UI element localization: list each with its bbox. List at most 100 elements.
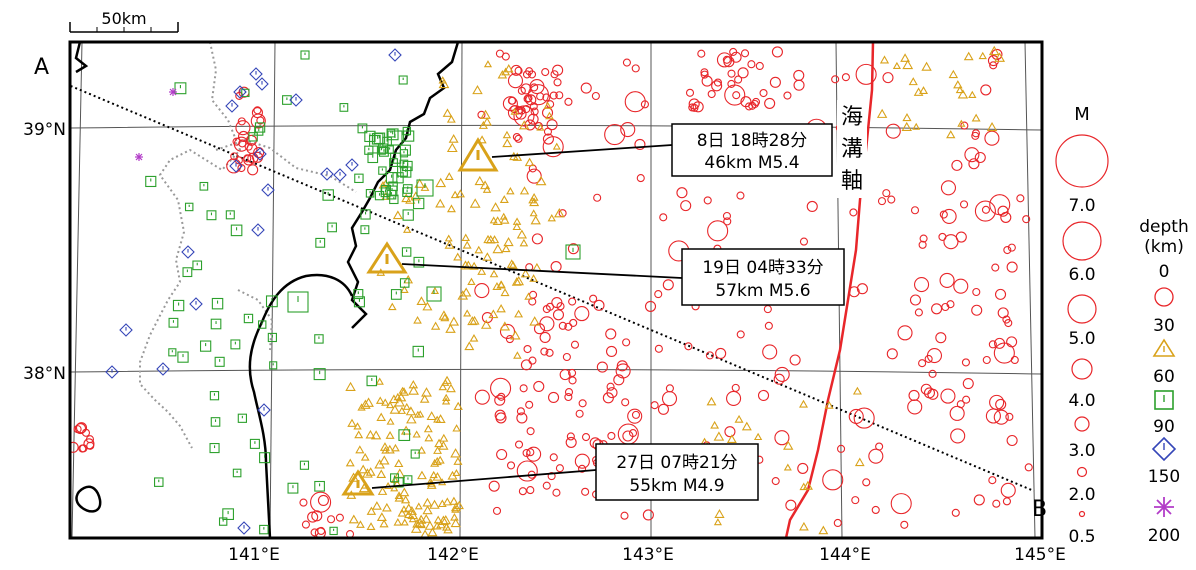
hypocenter-30-60km: [543, 101, 552, 109]
hypocenter-30-60km: [427, 527, 438, 537]
hypocenter-30-60km: [502, 130, 512, 139]
hypocenter-60-90km: [412, 345, 425, 358]
hypocenter-30-60km: [438, 78, 450, 89]
hypocenter-shallow: [640, 100, 649, 109]
hypocenter-shallow: [636, 174, 645, 183]
hypocenter-30-60km: [347, 418, 357, 427]
hypocenter-shallow: [562, 352, 571, 362]
cross-section-line: [70, 84, 1035, 492]
hypocenter-30-60km: [401, 193, 412, 203]
hypocenter-30-60km: [376, 512, 387, 522]
hypocenter-30-60km: [371, 501, 382, 510]
hypocenter-30-60km: [451, 505, 460, 513]
hypocenter-shallow: [513, 105, 535, 127]
hypocenter-shallow: [688, 98, 700, 110]
hypocenter-30-60km: [445, 323, 456, 333]
hypocenter-shallow: [499, 323, 516, 340]
hypocenter-60-90km: [249, 438, 260, 449]
hypocenter-30-60km: [450, 448, 461, 458]
hypocenter-60-90km: [209, 442, 220, 454]
hypocenter-shallow: [631, 64, 640, 73]
hypocenter-shallow: [987, 55, 1000, 67]
depth-label-200: 200: [1148, 526, 1180, 546]
hypocenter-shallow: [1002, 497, 1011, 506]
hypocenter-30-60km: [446, 142, 458, 153]
hypocenter-shallow: [564, 388, 574, 397]
hypocenter-shallow: [525, 94, 537, 106]
hypocenter-60-90km: [403, 475, 413, 485]
hypocenter-shallow: [622, 430, 634, 442]
hypocenter-shallow: [605, 345, 618, 358]
magnitude-label-4: 4.0: [1068, 391, 1095, 411]
hypocenter-shallow: [994, 288, 1007, 300]
hypocenter-shallow: [552, 488, 561, 497]
hypocenter-90-150km: [156, 362, 170, 376]
hypocenter-shallow: [575, 409, 584, 418]
hypocenter-30-60km: [429, 499, 440, 509]
hypocenter-30-60km: [499, 195, 509, 203]
hypocenter-30-60km: [480, 319, 492, 329]
hypocenter-30-60km: [488, 309, 499, 319]
hypocenter-60-90km: [206, 210, 217, 221]
hypocenter-shallow: [657, 403, 670, 415]
hypocenter-30-60km: [442, 108, 453, 117]
hypocenter-30-60km: [901, 121, 913, 132]
hypocenter-shallow: [1010, 355, 1019, 365]
hypocenter-shallow: [604, 124, 626, 146]
hypocenter-60-90km: [353, 289, 364, 300]
hypocenter-shallow: [722, 211, 731, 221]
hypocenter-shallow: [764, 97, 776, 109]
hypocenter-shallow: [488, 480, 500, 492]
depth-legend: depth (km) 0 30 60 90 150 200: [1139, 217, 1188, 546]
main-shock-markers: [341, 137, 499, 496]
hypocenter-30-60km: [506, 186, 515, 195]
hypocenter-30-60km: [529, 197, 540, 207]
hypocenter-30-60km: [394, 491, 404, 500]
hypocenter-shallow: [962, 395, 971, 404]
hypocenter-shallow: [564, 392, 573, 402]
hypocenter-60-90km: [387, 130, 403, 146]
hypocenter-60-90km: [225, 210, 235, 220]
hypocenter-30-60km: [799, 482, 809, 491]
hypocenter-30-60km: [403, 274, 414, 284]
hypocenter-shallow: [914, 308, 923, 317]
hypocenter-shallow: [972, 287, 981, 297]
hypocenter-60-90km: [209, 391, 220, 401]
hypocenter-shallow: [570, 340, 580, 349]
hypocenter-30-60km: [900, 53, 910, 62]
hypocenter-30-60km: [430, 286, 440, 295]
hypocenter-30-60km: [963, 51, 974, 61]
callout-19th: 19日 04時33分 57km M5.6: [681, 248, 845, 306]
hypocenter-30-60km: [435, 455, 445, 464]
hypocenter-30-60km: [436, 519, 446, 529]
hypocenter-30-60km: [783, 440, 794, 450]
hypocenter-shallow: [697, 49, 706, 58]
hypocenter-shallow: [519, 384, 528, 393]
hypocenter-shallow: [774, 366, 790, 382]
hypocenter-60-90km: [385, 171, 398, 184]
hypocenter-shallow: [940, 180, 957, 196]
hypocenter-30-60km: [482, 185, 492, 193]
hypocenter-shallow: [755, 61, 764, 71]
hypocenter-60-90km: [222, 508, 234, 521]
hypocenter-shallow: [501, 52, 510, 61]
hypocenter-60-90km: [389, 158, 398, 168]
hypocenter-30-60km: [413, 316, 422, 324]
hypocenter-30-60km: [381, 446, 390, 454]
hypocenter-30-60km: [502, 138, 513, 148]
hypocenter-30-60km: [390, 475, 400, 483]
hypocenter-shallow: [946, 300, 955, 309]
lon-label-144e: 144°E: [819, 545, 871, 565]
hypocenter-shallow: [727, 69, 736, 78]
hypocenter-30-60km: [463, 309, 472, 317]
hypocenter-shallow: [650, 401, 659, 410]
hypocenter-shallow: [763, 305, 772, 314]
hypocenter-30-60km: [400, 518, 409, 526]
hypocenter-shallow: [253, 147, 265, 159]
hypocenter-shallow: [659, 213, 668, 222]
hypocenter-shallow: [613, 374, 625, 386]
hypocenter-60-90km: [314, 334, 324, 344]
hypocenter-shallow: [993, 409, 1009, 425]
hypocenter-90-150km: [257, 403, 271, 417]
